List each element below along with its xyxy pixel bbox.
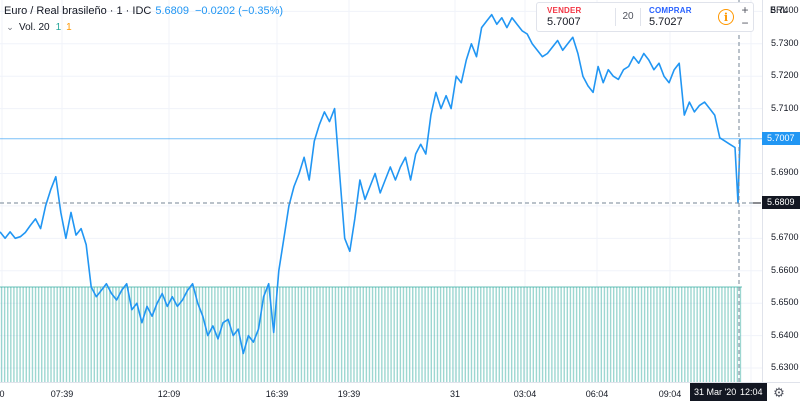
sell-price: 5.7007 [547, 16, 581, 28]
buy-price: 5.7027 [649, 16, 683, 28]
price-tick-label: 5.7300 [771, 37, 799, 48]
buy-label: COMPRAR [649, 6, 692, 15]
info-icon[interactable]: i [718, 9, 734, 25]
price-tick-label: 5.7100 [771, 102, 799, 113]
crosshair-time-tag: 12:04 [736, 383, 767, 401]
symbol-title[interactable]: Euro / Real brasileño · 1 · IDC [4, 4, 152, 17]
time-tick-label: 12:09 [157, 389, 181, 399]
sell-button[interactable]: VENDER 5.7007 [537, 3, 615, 31]
price-tick-label: 5.6400 [771, 329, 799, 340]
time-tick-label: 16:39 [265, 389, 289, 399]
time-tick-label: 06:04 [585, 389, 609, 399]
symbol-legend-row: Euro / Real brasileño · 1 · IDC 5.6809 −… [4, 3, 283, 18]
time-tick-label: 31 [449, 389, 461, 399]
volume-legend-row: ⌄ Vol. 20 1 1 [4, 20, 283, 35]
legend-last-price: 5.6809 [155, 4, 189, 17]
minus-icon[interactable]: − [741, 16, 749, 30]
time-tick-label: 03:04 [513, 389, 537, 399]
volume-value-2: 1 [66, 22, 72, 33]
price-series-line [0, 13, 741, 355]
price-tick-label: 5.6900 [771, 167, 799, 178]
sell-label: VENDER [547, 6, 582, 15]
volume-value-1: 1 [55, 22, 62, 33]
gear-icon[interactable]: ⚙ [773, 385, 785, 400]
legend-price-change: −0.0202 (−0.35%) [195, 4, 284, 17]
crosshair-price-tag: 5.6809 [762, 196, 800, 210]
price-tick-label: 5.6500 [771, 297, 799, 308]
time-tick-label: 0 [0, 389, 5, 399]
trade-panel: VENDER 5.7007 20 COMPRAR 5.7027 i + − [536, 2, 754, 32]
plus-icon[interactable]: + [741, 3, 749, 17]
quantity-input[interactable]: 20 [615, 8, 641, 26]
last-price-tag: 5.7007 [762, 132, 800, 146]
price-tick-label: 5.7200 [771, 70, 799, 81]
time-tick-label: 09:04 [658, 389, 682, 399]
chevron-down-icon[interactable]: ⌄ [6, 22, 14, 32]
time-tick-label: 19:39 [337, 389, 361, 399]
crosshair-date-tag: 31 Mar '20 [690, 383, 741, 401]
volume-label[interactable]: Vol. 20 [19, 22, 50, 33]
time-axis[interactable]: 0 07:39 12:09 16:39 19:39 31 03:04 06:04 09:04 [0, 382, 800, 402]
price-tick-label: 5.6700 [771, 232, 799, 243]
chart-legend: Euro / Real brasileño · 1 · IDC 5.6809 −… [4, 3, 283, 35]
buy-button[interactable]: COMPRAR 5.7027 [641, 3, 719, 31]
time-tick-label: 07:39 [50, 389, 74, 399]
currency-label[interactable]: BRL [770, 5, 788, 15]
price-tick-label: 5.7400 [771, 5, 799, 16]
price-tick-label: 5.6300 [771, 362, 799, 373]
price-tick-label: 5.6600 [771, 264, 799, 275]
